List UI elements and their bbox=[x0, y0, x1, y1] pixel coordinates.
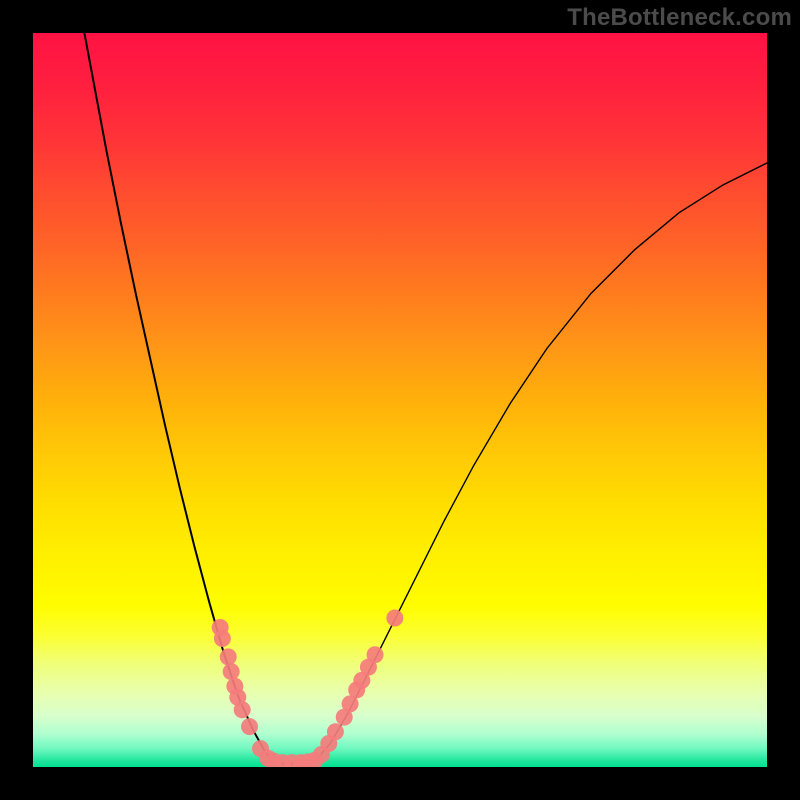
scatter-point bbox=[327, 723, 344, 740]
watermark-text: TheBottleneck.com bbox=[567, 4, 792, 32]
scatter-point bbox=[223, 663, 240, 680]
scatter-point bbox=[241, 718, 258, 735]
scatter-point bbox=[234, 701, 251, 718]
chart-root: TheBottleneck.com bbox=[0, 0, 800, 800]
scatter-point bbox=[386, 610, 403, 627]
scatter-point bbox=[214, 630, 231, 647]
scatter-point bbox=[367, 646, 384, 663]
gradient-panel bbox=[33, 33, 767, 767]
scatter-point bbox=[220, 648, 237, 665]
bottleneck-chart bbox=[0, 0, 800, 800]
